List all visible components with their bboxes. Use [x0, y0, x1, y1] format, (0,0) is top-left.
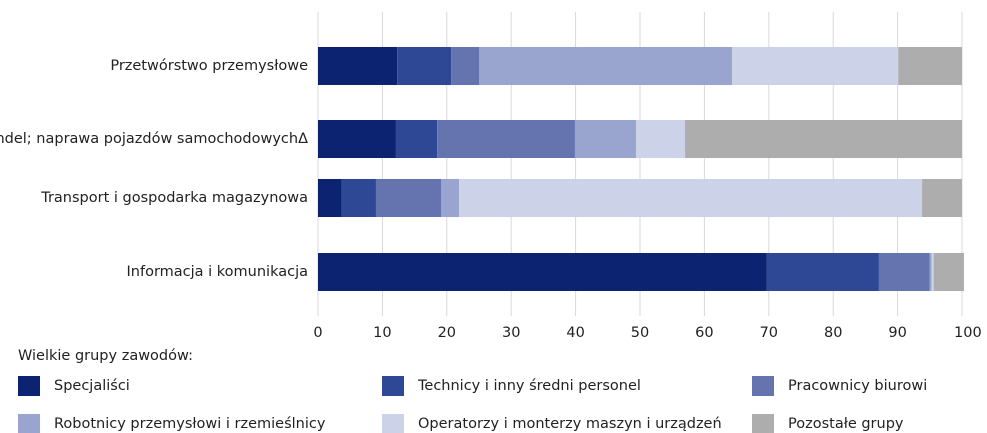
- legend-label: Robotnicy przemysłowi i rzemieślnicy: [54, 416, 326, 432]
- x-tick-label: 20: [438, 325, 456, 341]
- legend-swatch: [752, 414, 774, 433]
- bar-segment: [878, 253, 930, 291]
- bar-segment: [766, 253, 879, 291]
- x-tick-label: 40: [566, 325, 584, 341]
- bar-segment: [732, 47, 899, 85]
- legend-label: Technicy i inny średni personel: [417, 378, 641, 394]
- bar-segment: [341, 179, 376, 217]
- bar-segment: [318, 47, 398, 85]
- legend-label: Pozostałe grupy: [788, 416, 904, 432]
- legend-label: Pracownicy biurowi: [788, 378, 927, 394]
- legend-swatch: [382, 414, 404, 433]
- bar-segment: [574, 120, 637, 158]
- x-tick-label: 60: [695, 325, 713, 341]
- x-tick-label: 90: [888, 325, 906, 341]
- x-tick-label: 50: [631, 325, 649, 341]
- x-tick-label: 80: [824, 325, 842, 341]
- bar-segment: [479, 47, 733, 85]
- x-tick-label: 30: [502, 325, 520, 341]
- bar-segment: [685, 120, 962, 158]
- bar-segment: [451, 47, 479, 85]
- bar-segment: [636, 120, 686, 158]
- legend-swatch: [18, 376, 40, 396]
- category-label: Przetwórstwo przemysłowe: [110, 58, 308, 74]
- bar-segment: [437, 120, 575, 158]
- x-tick-label: 0: [313, 325, 322, 341]
- x-tick-label: 100 %: [954, 325, 987, 341]
- legend-swatch: [18, 414, 40, 433]
- bar-segment: [318, 253, 767, 291]
- legend-label: Specjaliści: [54, 378, 130, 394]
- category-label: Informacja i komunikacja: [127, 264, 309, 280]
- legend-swatch: [382, 376, 404, 396]
- bar-segment: [375, 179, 442, 217]
- category-label: Handel; naprawa pojazdów samochodowychΔ: [0, 131, 308, 147]
- x-tick-label: 10: [373, 325, 391, 341]
- category-label: Transport i gospodarka magazynowa: [40, 190, 308, 206]
- bar-segment: [441, 179, 460, 217]
- bar-segment: [898, 47, 962, 85]
- bar-segment: [922, 179, 962, 217]
- bar-segment: [929, 253, 932, 291]
- bar-segment: [395, 120, 438, 158]
- legend-swatch: [752, 376, 774, 396]
- bar-segment: [933, 253, 964, 291]
- legend-label: Operatorzy i monterzy maszyn i urządzeń: [418, 416, 722, 432]
- bar-segment: [459, 179, 923, 217]
- bar-segment: [397, 47, 452, 85]
- bar-segment: [931, 253, 934, 291]
- legend-title: Wielkie grupy zawodów:: [18, 348, 193, 364]
- bar-segment: [318, 120, 396, 158]
- bar-segment: [318, 179, 342, 217]
- x-tick-label: 70: [760, 325, 778, 341]
